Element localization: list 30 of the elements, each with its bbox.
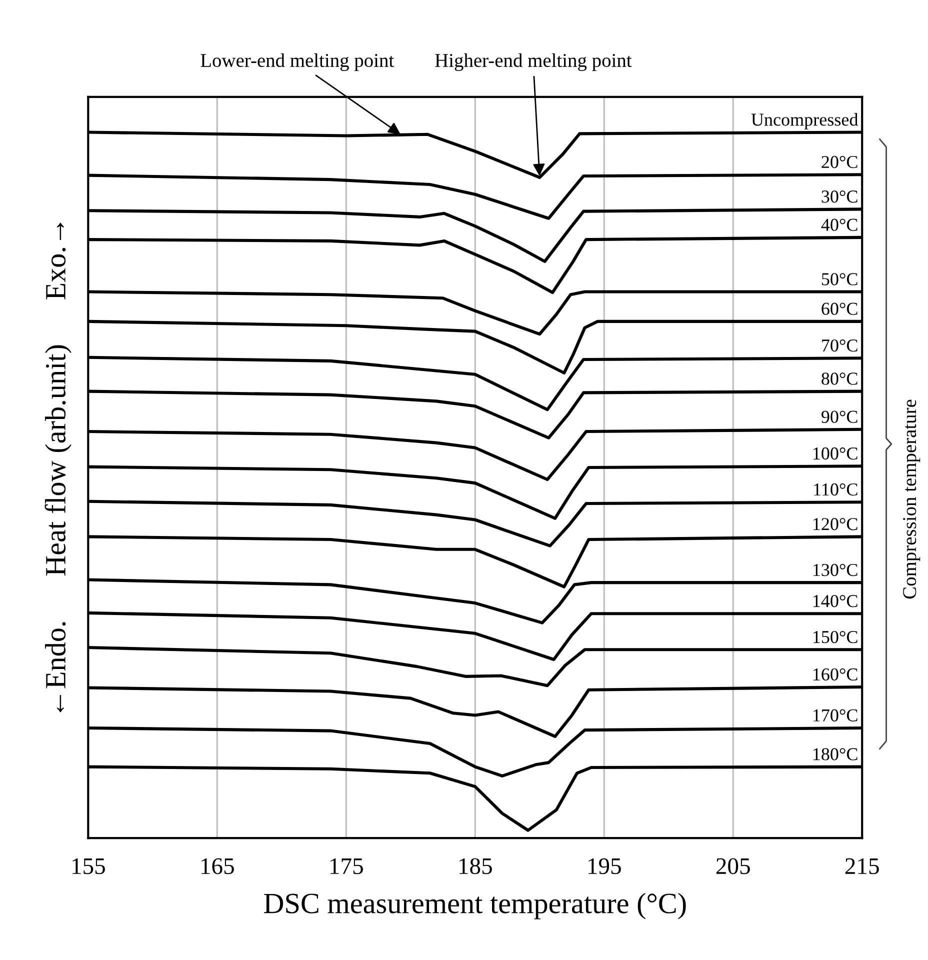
- series-label: 170°C: [813, 709, 858, 722]
- x-tick-label: 165: [202, 858, 234, 874]
- series-label: 90°C: [822, 410, 858, 423]
- annotation: Lower-end melting point: [200, 53, 394, 72]
- series-label: 140°C: [813, 594, 858, 608]
- series-label: 110°C: [814, 483, 858, 496]
- annotation: Higher-end melting point: [435, 53, 632, 72]
- x-tick-label: 195: [588, 858, 621, 874]
- series-label: 120°C: [813, 518, 858, 530]
- series-label: 160°C: [813, 668, 858, 681]
- x-tick-label: 215: [845, 858, 879, 874]
- x-tick-label: 205: [716, 858, 750, 874]
- series-label: 80°C: [822, 372, 858, 385]
- series-label: 60°C: [822, 302, 858, 315]
- series-label: 100°C: [813, 447, 858, 460]
- series-label: Uncompressed: [751, 113, 858, 130]
- series-label: 150°C: [813, 630, 858, 644]
- series-label: 40°C: [821, 218, 858, 231]
- x-tick-label: 155: [72, 858, 105, 874]
- y-axis-title: ←Endo. Heat flow (arb.unit) Exo.→: [44, 222, 72, 712]
- series-label: 130°C: [813, 564, 858, 576]
- x-tick-label: 185: [460, 858, 492, 874]
- x-axis-title: DSC measurement temperature (°C): [264, 892, 686, 920]
- text: Compression temperature: [903, 400, 920, 599]
- series-label: 180°C: [813, 748, 858, 760]
- series-label: 20°C: [822, 156, 858, 168]
- series-label: 50°C: [822, 273, 858, 286]
- x-tick-label: 175: [330, 858, 363, 874]
- series-label: 70°C: [822, 339, 858, 352]
- series-label: 30°C: [822, 190, 858, 203]
